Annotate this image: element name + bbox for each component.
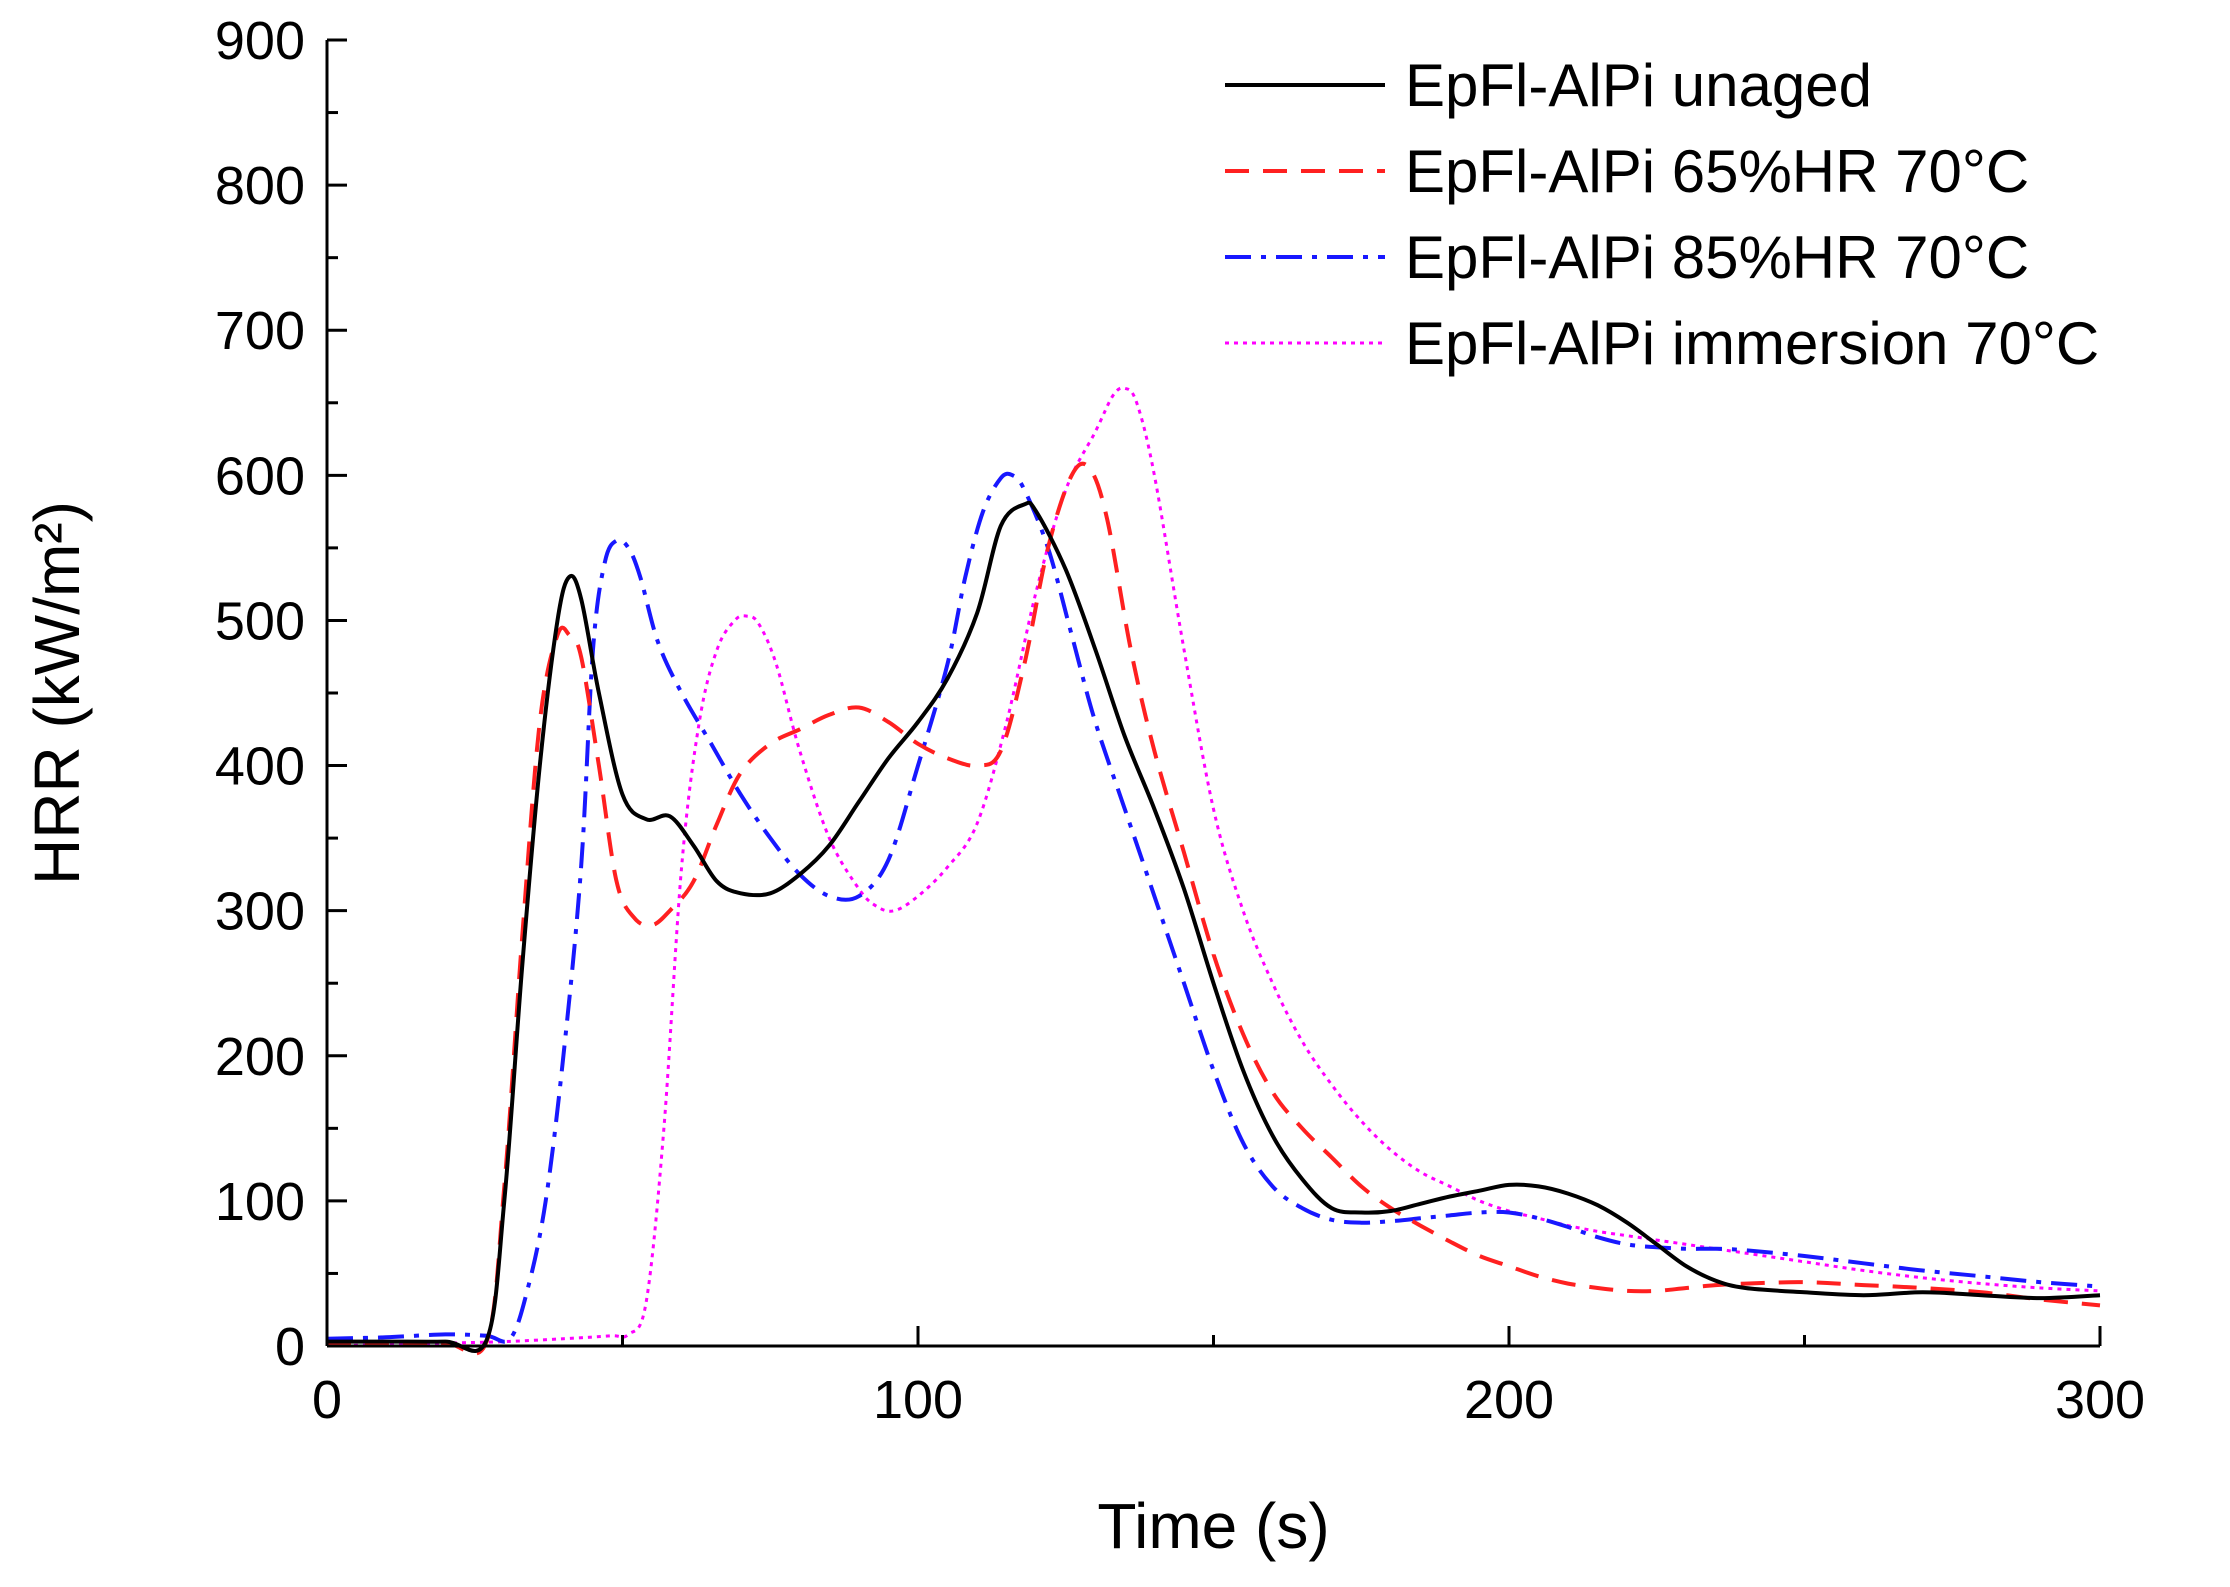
y-tick-label: 200 — [215, 1027, 305, 1087]
series-layer — [326, 386, 2101, 1356]
y-tick-label: 300 — [215, 882, 305, 942]
x-axis-title: Time (s) — [1097, 1490, 1329, 1562]
y-tick-label: 100 — [215, 1172, 305, 1232]
x-tick-label: 200 — [1464, 1370, 1554, 1430]
legend-label: EpFl-AlPi unaged — [1405, 52, 1872, 119]
legend-label: EpFl-AlPi 85%HR 70°C — [1405, 224, 2029, 291]
y-tick-label: 600 — [215, 446, 305, 506]
series-line-2 — [327, 461, 2101, 1356]
series-line-3 — [326, 471, 2101, 1344]
y-tick-label: 0 — [275, 1317, 305, 1377]
y-tick-label: 800 — [215, 156, 305, 216]
legend: EpFl-AlPi unaged EpFl-AlPi 65%HR 70°C EpFl… — [1225, 52, 2099, 377]
axes-layer: 0 100 200 300 400 500 600 700 800 900 0 100 200 300 — [215, 11, 2145, 1430]
y-tick-label: 700 — [215, 301, 305, 361]
series-line-4 — [326, 386, 2101, 1348]
y-axis-title: HRR (kW/m²) — [21, 501, 93, 885]
y-tick-label: 500 — [215, 591, 305, 651]
y-tick-label: 400 — [215, 737, 305, 797]
x-tick-label: 100 — [873, 1370, 963, 1430]
y-tick-label: 900 — [215, 11, 305, 71]
series-line-1 — [326, 500, 2101, 1353]
x-tick-label: 300 — [2055, 1370, 2145, 1430]
x-tick-label: 0 — [312, 1370, 342, 1430]
legend-label: EpFl-AlPi 65%HR 70°C — [1405, 138, 2029, 205]
legend-label: EpFl-AlPi immersion 70°C — [1405, 310, 2099, 377]
